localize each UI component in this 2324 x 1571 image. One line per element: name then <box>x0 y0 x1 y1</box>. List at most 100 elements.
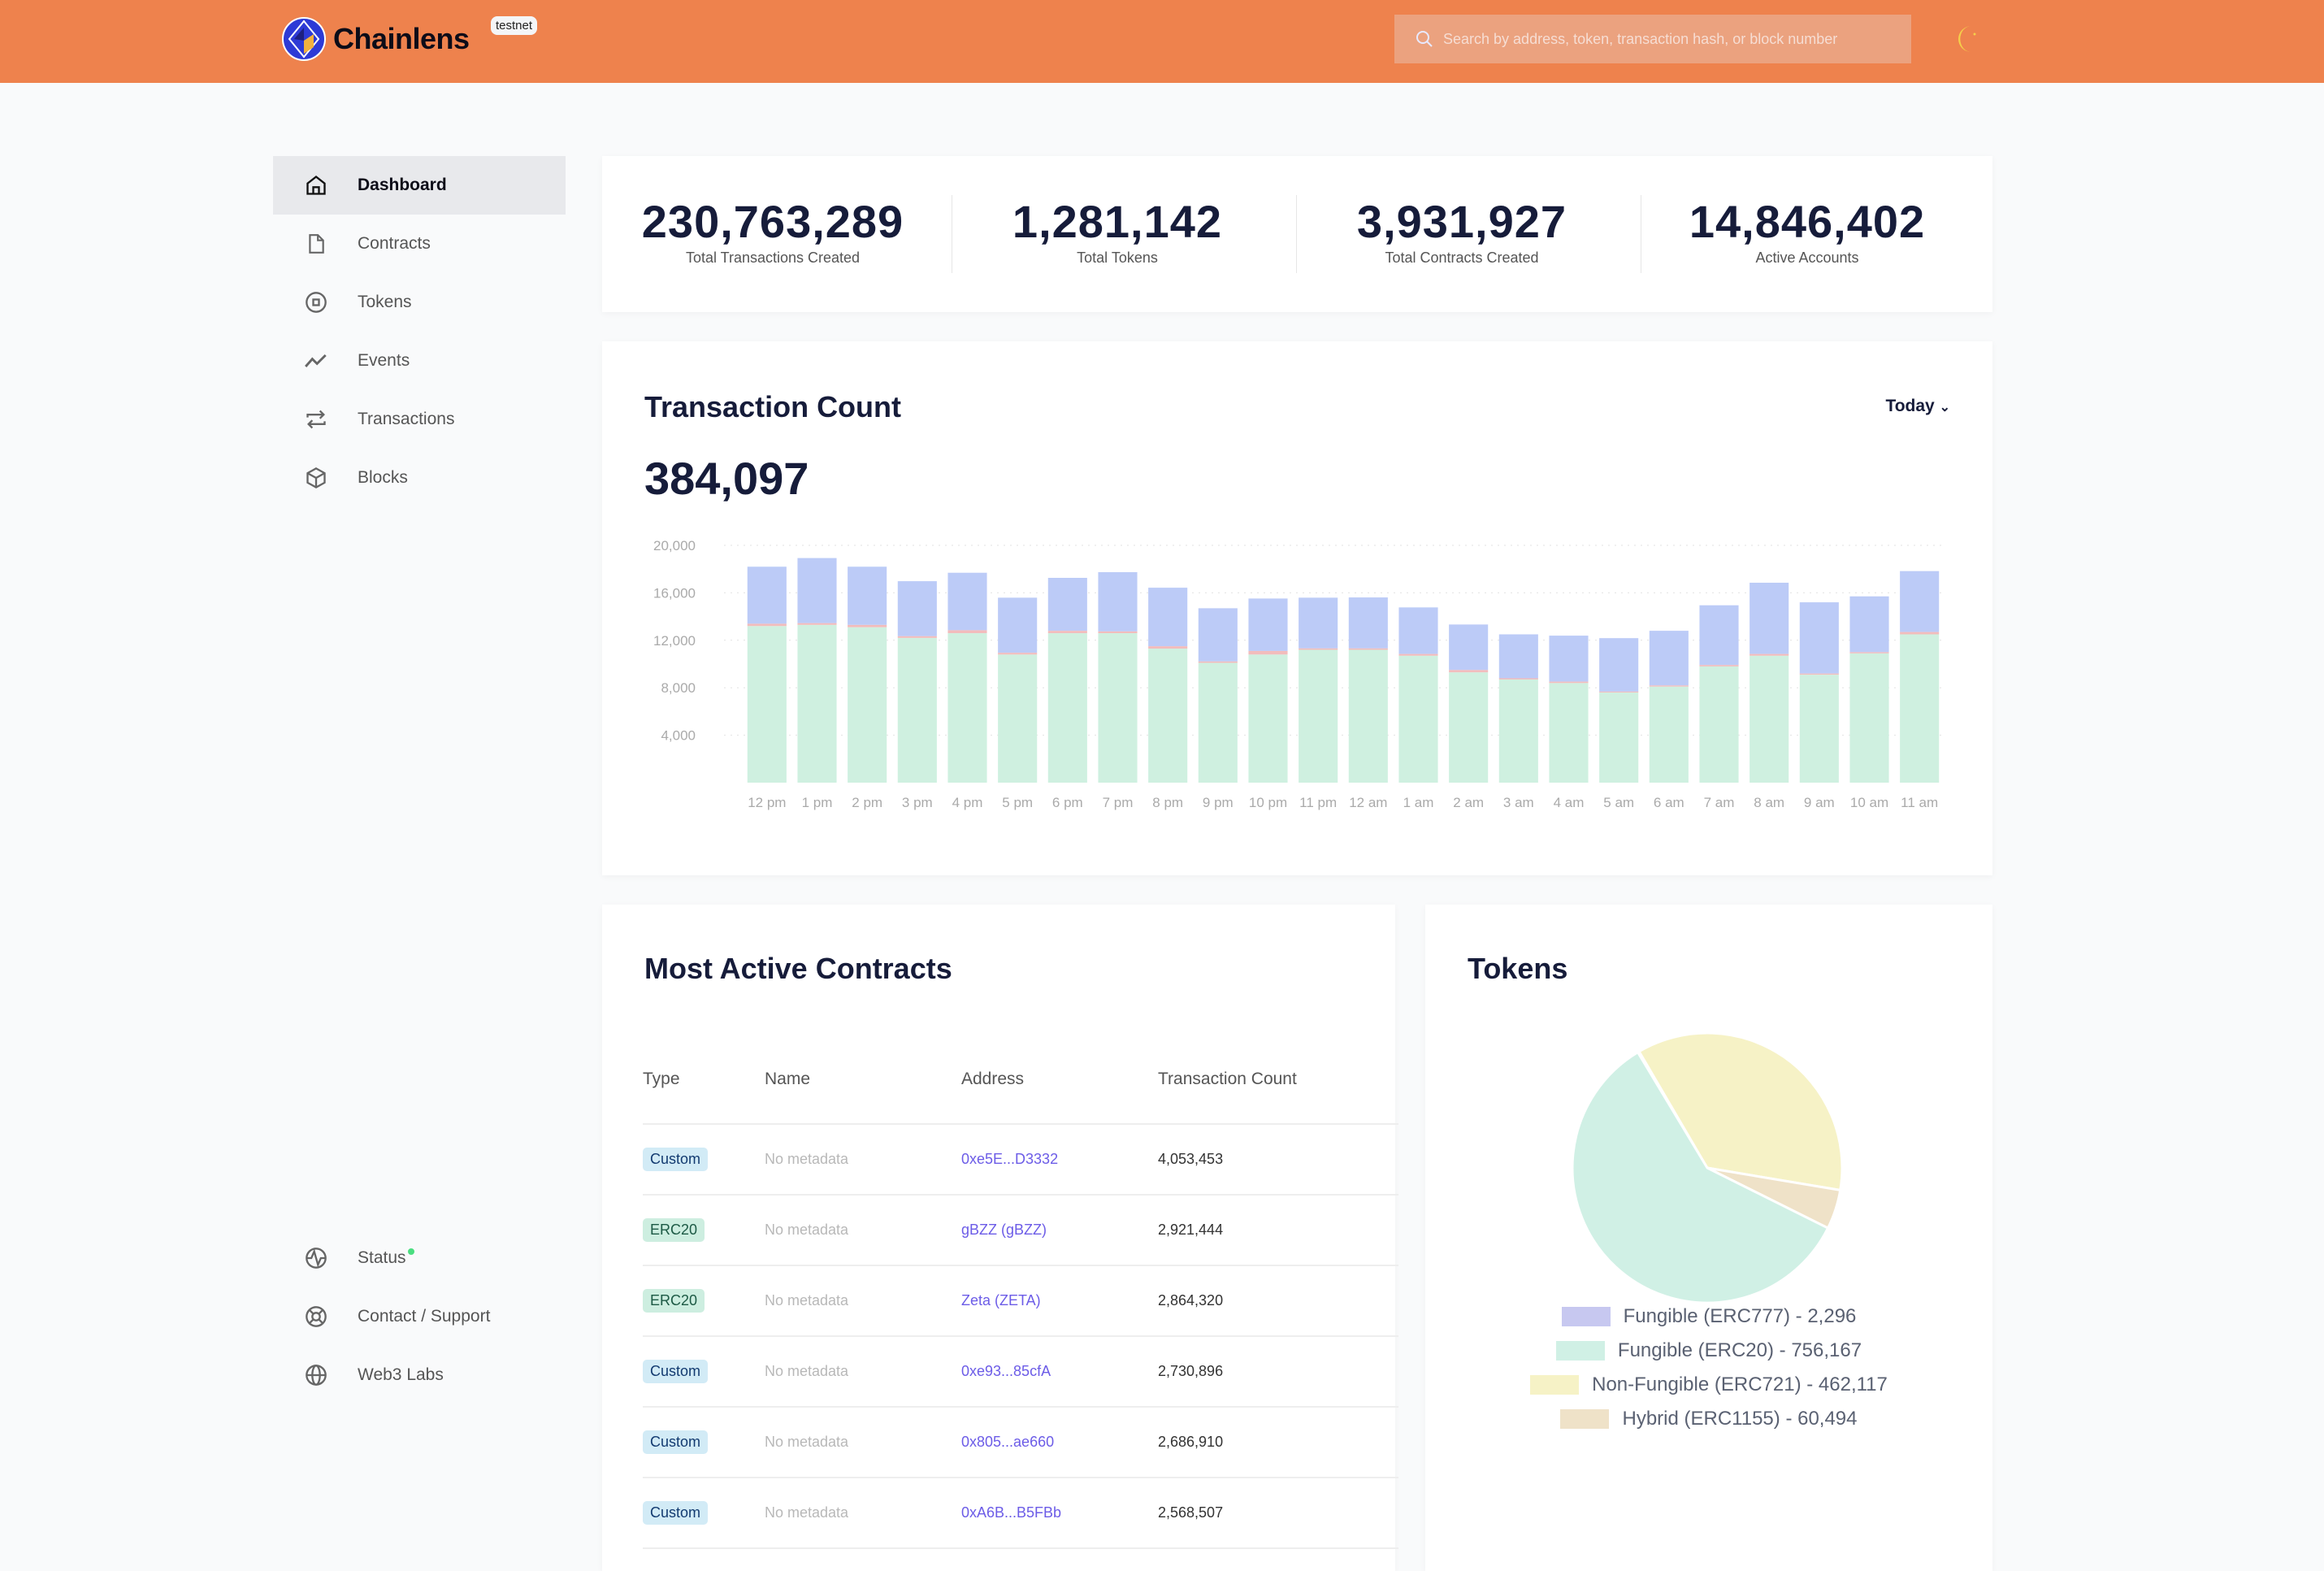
bar-segment[interactable] <box>797 558 837 623</box>
range-dropdown[interactable]: Today ⌄ <box>1885 397 1950 416</box>
bar-segment[interactable] <box>1047 631 1087 634</box>
address-link[interactable]: 0xA6B...B5FBb <box>961 1478 1158 1549</box>
bar-segment[interactable] <box>797 623 837 625</box>
bar-segment[interactable] <box>1198 662 1238 783</box>
bar-segment[interactable] <box>947 630 987 634</box>
bar-segment[interactable] <box>1398 607 1438 654</box>
moon-icon[interactable] <box>1957 24 1979 54</box>
address-link[interactable]: 0xe5E...D3332 <box>961 1124 1158 1196</box>
sidebar-item-contracts[interactable]: Contracts <box>273 215 566 273</box>
bar-segment[interactable] <box>1498 634 1538 679</box>
bar-segment[interactable] <box>848 627 887 783</box>
sidebar-item-dashboard[interactable]: Dashboard <box>273 156 566 215</box>
bar-segment[interactable] <box>897 581 937 636</box>
bar-segment[interactable] <box>1248 654 1288 783</box>
bar-segment[interactable] <box>1098 571 1138 631</box>
search-bar[interactable] <box>1394 15 1911 63</box>
table-row[interactable]: ERC20 No metadata Zeta (ZETA) 2,864,320 <box>643 1265 1398 1337</box>
bar-segment[interactable] <box>1398 653 1438 656</box>
brand-logo[interactable]: Chainlens <box>281 16 470 62</box>
table-row[interactable]: Custom No metadata 0x805...ae660 2,686,9… <box>643 1407 1398 1478</box>
bar-segment[interactable] <box>797 624 837 783</box>
legend-item[interactable]: Hybrid (ERC1155) - 60,494 <box>1425 1402 1992 1436</box>
bar-segment[interactable] <box>1900 634 1940 783</box>
bar-segment[interactable] <box>1649 631 1689 686</box>
legend-item[interactable]: Fungible (ERC777) - 2,296 <box>1425 1300 1992 1334</box>
sidebar-item-blocks[interactable]: Blocks <box>273 449 566 507</box>
bar-segment[interactable] <box>848 566 887 625</box>
bar-segment[interactable] <box>1498 679 1538 783</box>
bar-segment[interactable] <box>1549 683 1589 783</box>
bar-segment[interactable] <box>848 624 887 627</box>
bar-segment[interactable] <box>1198 661 1238 663</box>
legend-item[interactable]: Non-Fungible (ERC721) - 462,117 <box>1425 1368 1992 1402</box>
table-row[interactable]: Custom No metadata 0xe93...85cfA 2,730,8… <box>643 1336 1398 1408</box>
bar-segment[interactable] <box>897 636 937 638</box>
bar-segment[interactable] <box>1449 670 1489 673</box>
bar-segment[interactable] <box>998 653 1038 655</box>
bar-segment[interactable] <box>1248 650 1288 655</box>
table-row[interactable]: Custom No metadata 0xA6B...B5FBb 2,568,5… <box>643 1478 1398 1549</box>
bar-segment[interactable] <box>1900 631 1940 635</box>
bar-segment[interactable] <box>1299 597 1338 649</box>
bar-segment[interactable] <box>1549 636 1589 682</box>
bar-segment[interactable] <box>1750 655 1789 783</box>
bar-segment[interactable] <box>1849 596 1889 653</box>
sidebar-item-transactions[interactable]: Transactions <box>273 390 566 449</box>
bar-segment[interactable] <box>897 637 937 783</box>
bar-segment[interactable] <box>1248 598 1288 651</box>
sidebar-item-tokens[interactable]: Tokens <box>273 273 566 332</box>
bar-segment[interactable] <box>747 623 787 627</box>
bar-segment[interactable] <box>1449 672 1489 783</box>
bar-segment[interactable] <box>1098 631 1138 634</box>
bar-segment[interactable] <box>1198 608 1238 662</box>
table-row[interactable]: ERC20 No metadata gBZZ (gBZZ) 2,921,444 <box>643 1195 1398 1266</box>
address-link[interactable]: 0x805...ae660 <box>961 1407 1158 1478</box>
bar-segment[interactable] <box>1849 652 1889 653</box>
bar-segment[interactable] <box>998 597 1038 653</box>
bar-segment[interactable] <box>1449 624 1489 670</box>
bar-segment[interactable] <box>1799 675 1839 783</box>
bar-segment[interactable] <box>1750 653 1789 656</box>
bar-segment[interactable] <box>1148 588 1188 647</box>
address-link[interactable]: 0xe93...85cfA <box>961 1336 1158 1408</box>
address-link[interactable]: gBZZ (gBZZ) <box>961 1195 1158 1266</box>
bar-segment[interactable] <box>1699 605 1739 666</box>
sidebar-item-web3-labs[interactable]: Web3 Labs <box>273 1346 566 1404</box>
bar-segment[interactable] <box>1047 633 1087 783</box>
bar-segment[interactable] <box>1148 646 1188 649</box>
column-header[interactable]: Transaction Count <box>1158 1035 1398 1125</box>
column-header[interactable]: Type <box>643 1035 765 1125</box>
column-header[interactable]: Name <box>765 1035 961 1125</box>
bar-segment[interactable] <box>1299 648 1338 650</box>
bar-segment[interactable] <box>747 566 787 624</box>
bar-segment[interactable] <box>947 572 987 631</box>
sidebar-item-contact-support[interactable]: Contact / Support <box>273 1287 566 1346</box>
bar-segment[interactable] <box>1098 633 1138 783</box>
bar-segment[interactable] <box>1549 681 1589 684</box>
table-row[interactable]: Custom No metadata 0xe5E...D3332 4,053,4… <box>643 1124 1398 1196</box>
sidebar-item-status[interactable]: Status <box>273 1229 566 1287</box>
bar-segment[interactable] <box>1348 597 1388 649</box>
bar-segment[interactable] <box>747 626 787 783</box>
bar-segment[interactable] <box>1348 648 1388 650</box>
pie-slice[interactable] <box>1637 1033 1844 1192</box>
bar-segment[interactable] <box>1599 638 1639 692</box>
bar-segment[interactable] <box>1750 582 1789 654</box>
bar-segment[interactable] <box>1649 686 1689 783</box>
column-header[interactable]: Address <box>961 1035 1158 1125</box>
bar-segment[interactable] <box>1047 578 1087 631</box>
bar-segment[interactable] <box>947 633 987 783</box>
bar-segment[interactable] <box>1649 685 1689 687</box>
bar-segment[interactable] <box>1398 655 1438 783</box>
bar-segment[interactable] <box>1799 602 1839 674</box>
bar-segment[interactable] <box>1148 649 1188 783</box>
bar-segment[interactable] <box>1599 692 1639 783</box>
address-link[interactable]: Zeta (ZETA) <box>961 1265 1158 1337</box>
bar-segment[interactable] <box>998 654 1038 783</box>
bar-segment[interactable] <box>1900 571 1940 632</box>
legend-item[interactable]: Fungible (ERC20) - 756,167 <box>1425 1334 1992 1368</box>
bar-segment[interactable] <box>1699 666 1739 783</box>
search-input[interactable] <box>1443 30 1898 48</box>
bar-segment[interactable] <box>1348 649 1388 783</box>
